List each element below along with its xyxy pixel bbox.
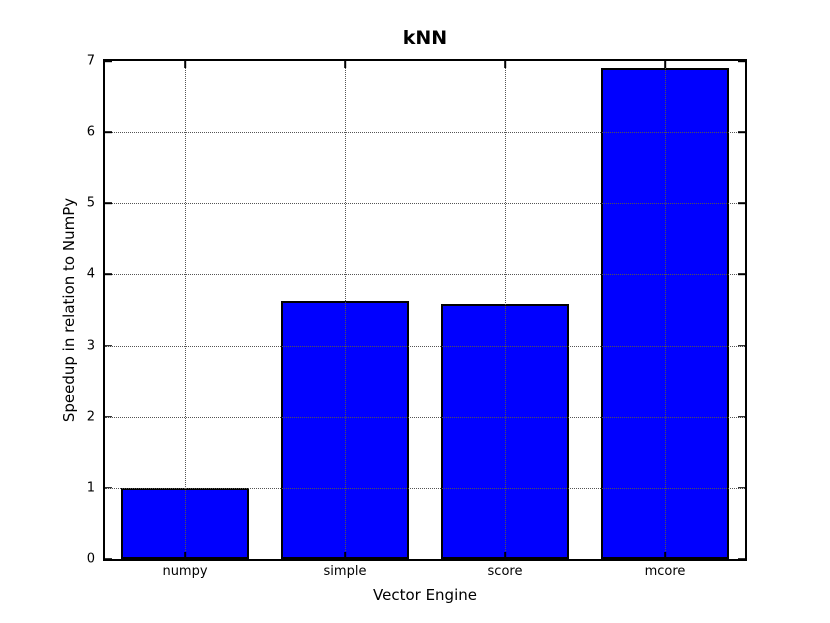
y-tick-right-2 bbox=[738, 415, 745, 418]
h-gridline-1 bbox=[105, 487, 745, 489]
y-tick-left-7 bbox=[105, 60, 112, 62]
y-tick-right-4 bbox=[738, 273, 745, 276]
x-tick-bottom-simple bbox=[344, 552, 346, 559]
h-gridline-4 bbox=[105, 274, 745, 276]
y-tick-label-7: 7 bbox=[86, 53, 95, 69]
x-tick-top-score bbox=[504, 61, 506, 68]
grid-layer bbox=[105, 61, 745, 559]
y-tick-label-1: 1 bbox=[86, 480, 95, 496]
v-gridline-simple bbox=[345, 61, 346, 559]
h-gridline-2 bbox=[105, 416, 745, 418]
x-tick-label-score: score bbox=[487, 564, 523, 579]
ticks-layer bbox=[105, 60, 745, 560]
y-tick-label-3: 3 bbox=[86, 338, 95, 354]
v-gridline-numpy bbox=[185, 61, 186, 559]
chart-title: kNN bbox=[402, 27, 448, 49]
x-tick-top-numpy bbox=[184, 61, 186, 68]
y-tick-right-7 bbox=[738, 60, 745, 62]
y-tick-right-5 bbox=[738, 202, 745, 205]
y-tick-left-3 bbox=[105, 344, 112, 347]
y-tick-right-3 bbox=[738, 344, 745, 347]
y-tick-label-0: 0 bbox=[86, 551, 95, 567]
plot-area bbox=[103, 59, 747, 561]
x-tick-bottom-score bbox=[504, 552, 506, 559]
h-gridline-6 bbox=[105, 132, 745, 134]
y-tick-right-0 bbox=[738, 558, 745, 560]
y-tick-right-1 bbox=[738, 487, 745, 489]
h-gridline-3 bbox=[105, 345, 745, 347]
y-tick-left-6 bbox=[105, 131, 112, 133]
y-tick-label-5: 5 bbox=[86, 195, 95, 211]
h-gridline-5 bbox=[105, 203, 745, 205]
x-tick-label-numpy: numpy bbox=[162, 564, 208, 579]
x-tick-bottom-numpy bbox=[184, 552, 186, 559]
y-tick-label-6: 6 bbox=[86, 124, 95, 140]
y-tick-label-4: 4 bbox=[86, 266, 95, 282]
y-tick-label-2: 2 bbox=[86, 409, 95, 425]
y-tick-left-0 bbox=[105, 558, 112, 560]
y-tick-left-1 bbox=[105, 487, 112, 489]
v-gridline-score bbox=[505, 61, 506, 559]
y-tick-left-5 bbox=[105, 202, 112, 205]
y-tick-left-2 bbox=[105, 415, 112, 418]
v-gridline-mcore bbox=[665, 61, 666, 559]
x-axis-label: Vector Engine bbox=[373, 586, 477, 604]
y-tick-right-6 bbox=[738, 131, 745, 133]
x-tick-top-mcore bbox=[664, 61, 666, 68]
x-tick-label-mcore: mcore bbox=[644, 564, 686, 579]
x-tick-label-simple: simple bbox=[323, 564, 367, 579]
x-tick-top-simple bbox=[344, 61, 346, 68]
y-tick-left-4 bbox=[105, 273, 112, 276]
x-tick-bottom-mcore bbox=[664, 552, 666, 559]
